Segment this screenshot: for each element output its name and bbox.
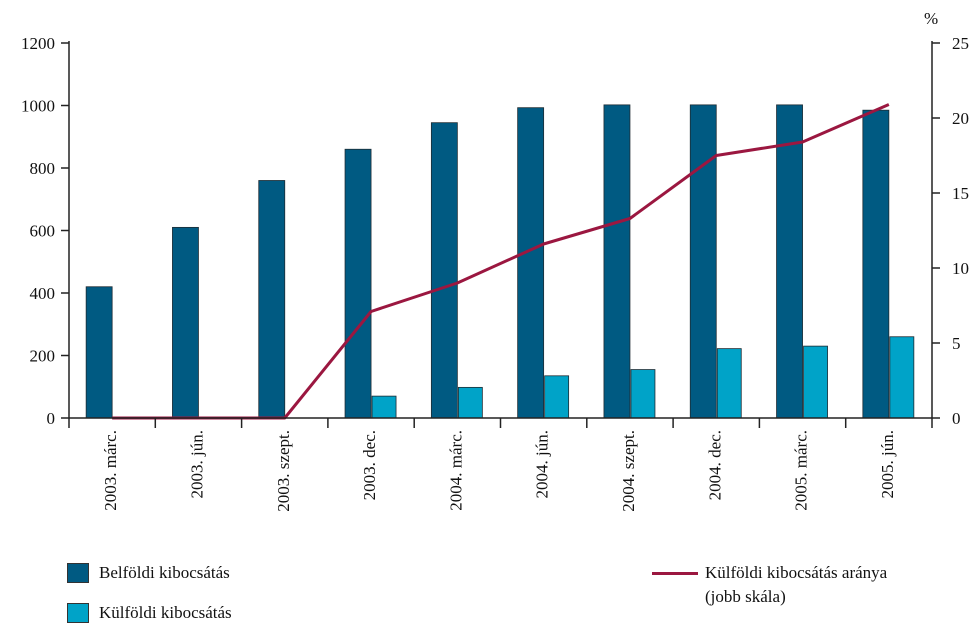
left-tick-label: 200 bbox=[30, 347, 56, 366]
bar-kulfoldi bbox=[803, 345, 828, 419]
left-tick-label: 1000 bbox=[21, 97, 55, 116]
legend-swatch-arany bbox=[652, 572, 698, 575]
left-tick-label: 0 bbox=[47, 409, 56, 428]
x-tick-label: 2003. dec. bbox=[360, 430, 379, 500]
legend-label-kulfoldi: Külföldi kibocsátás bbox=[99, 603, 232, 622]
legend-swatch-kulfoldi bbox=[67, 603, 89, 623]
right-tick-label: 10 bbox=[952, 259, 969, 278]
x-tick-label: 2005. jún. bbox=[878, 430, 897, 498]
x-tick-label: 2004. márc. bbox=[446, 430, 465, 511]
x-tick-label: 2005. márc. bbox=[792, 430, 811, 511]
left-tick-label: 600 bbox=[30, 222, 56, 241]
bar-belfoldi bbox=[344, 148, 372, 419]
bar-belfoldi bbox=[517, 107, 545, 419]
x-tick-label: 2003. márc. bbox=[101, 430, 120, 511]
axes-group bbox=[61, 41, 940, 428]
bars-group bbox=[85, 104, 915, 419]
bar-belfoldi bbox=[258, 180, 286, 419]
ratio-line-group bbox=[112, 103, 890, 420]
left-tick-label: 800 bbox=[30, 159, 56, 178]
legend-label-belfoldi: Belföldi kibocsátás bbox=[99, 563, 230, 582]
bar-belfoldi bbox=[430, 122, 458, 419]
left-tick-label: 400 bbox=[30, 284, 56, 303]
bar-kulfoldi bbox=[457, 386, 483, 419]
bar-belfoldi bbox=[603, 104, 631, 419]
x-tick-label: 2003. szept. bbox=[274, 430, 293, 512]
x-tick-label: 2004. szept. bbox=[619, 430, 638, 512]
bar-kulfoldi bbox=[371, 395, 397, 419]
right-tick-label: 20 bbox=[952, 109, 969, 128]
bar-belfoldi bbox=[85, 286, 113, 419]
x-tick-label: 2003. jún. bbox=[187, 430, 206, 498]
right-tick-label: 15 bbox=[952, 184, 969, 203]
legend-label-arany-line2: (jobb skála) bbox=[705, 587, 786, 606]
bar-kulfoldi bbox=[889, 336, 915, 419]
bar-kulfoldi bbox=[716, 348, 742, 419]
legend-swatch-belfoldi bbox=[67, 563, 89, 583]
right-tick-label: 25 bbox=[952, 34, 969, 53]
ratio-line bbox=[112, 103, 890, 420]
bar-belfoldi bbox=[776, 104, 803, 419]
bar-kulfoldi bbox=[544, 375, 570, 419]
bar-belfoldi bbox=[689, 104, 717, 419]
x-tick-label: 2004. dec. bbox=[705, 430, 724, 500]
bar-belfoldi bbox=[862, 109, 890, 419]
right-axis-unit: % bbox=[924, 9, 938, 28]
labels-group: 2003. márc. 2003. jún. 2003. szept. 2003. d… bbox=[21, 9, 969, 512]
right-tick-label: 5 bbox=[952, 334, 961, 353]
right-tick-label: 0 bbox=[952, 409, 961, 428]
bar-belfoldi bbox=[172, 226, 199, 419]
legend-label-arany-line1: Külföldi kibocsátás aránya bbox=[705, 563, 888, 582]
bar-kulfoldi bbox=[630, 369, 656, 419]
x-tick-label: 2004. jún. bbox=[533, 430, 552, 498]
left-tick-label: 1200 bbox=[21, 34, 55, 53]
